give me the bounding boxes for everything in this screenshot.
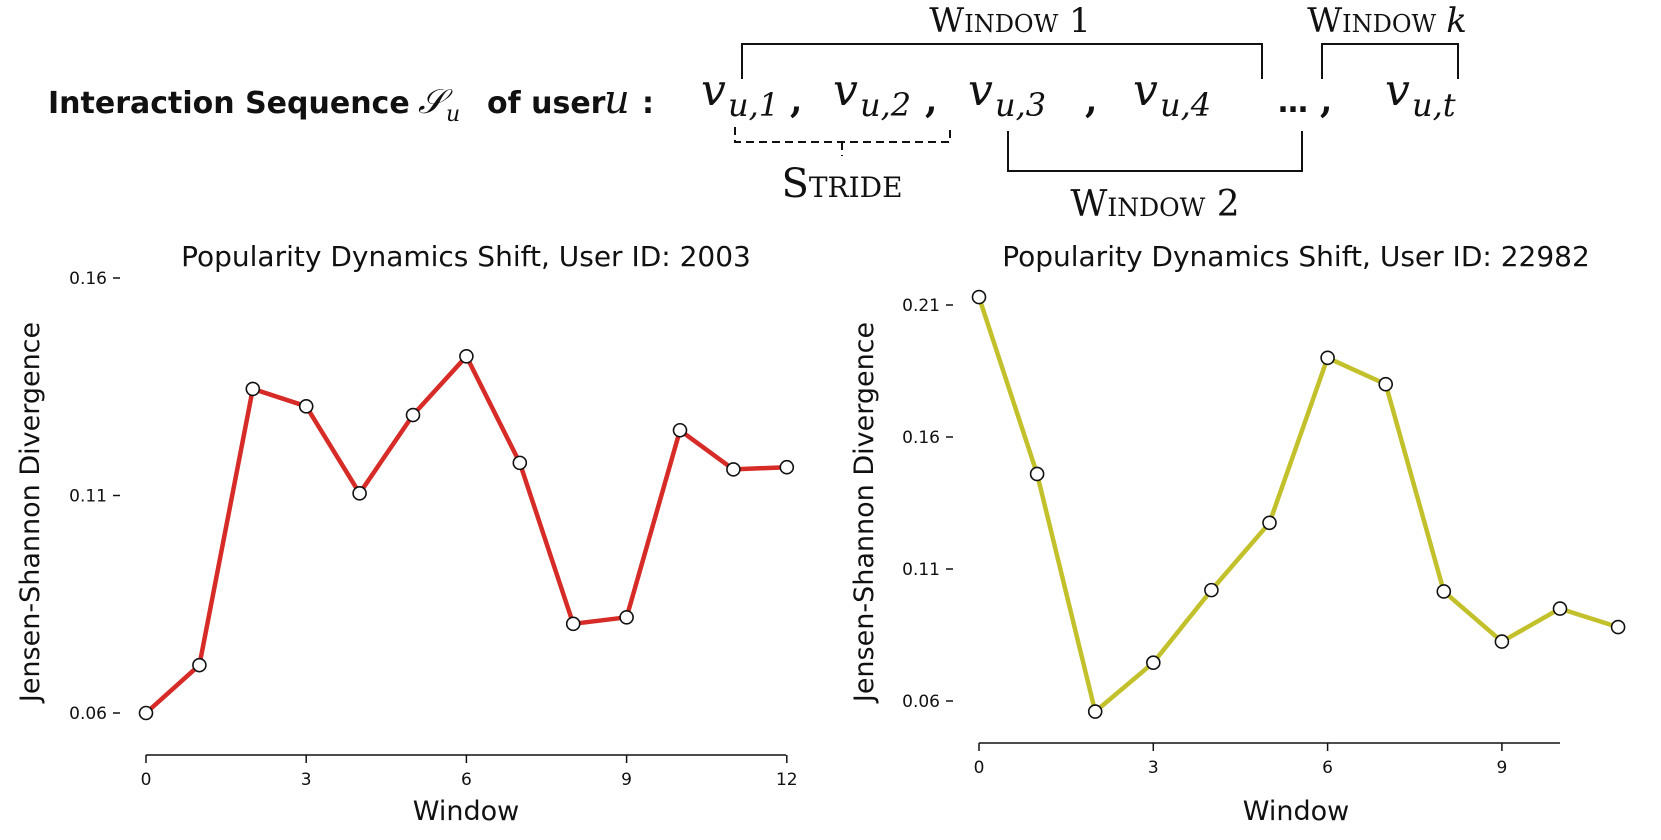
window-1-bracket: [741, 43, 1263, 79]
chart-user-2003: Popularity Dynamics Shift, User ID: 2003…: [15, 240, 798, 827]
item-subscript: u,t: [1412, 86, 1456, 124]
x-tick-label: 9: [621, 770, 632, 790]
sequence-label: Interaction Sequence: [48, 86, 410, 121]
window-1-label: Window 1: [929, 1, 1090, 41]
sequence-item-3: v u,3 ,: [968, 65, 1098, 124]
chart-user-22982: Popularity Dynamics Shift, User ID: 2298…: [849, 240, 1626, 827]
item-variable: v: [833, 65, 858, 116]
window-k-label: Window k: [1307, 1, 1467, 41]
data-marks: [138, 348, 795, 721]
x-axis-label: Window: [1243, 796, 1349, 827]
data-point: [405, 407, 421, 423]
item-variable: v: [701, 65, 726, 116]
data-point: [1610, 619, 1626, 635]
x-tick-label: 3: [301, 770, 312, 790]
data-point: [1494, 634, 1510, 649]
of-user-label: of user: [487, 86, 606, 121]
window-2-label: Window 2: [1070, 184, 1239, 225]
y-tick-label: 0.16: [69, 269, 107, 289]
item-comma: ,: [925, 79, 938, 121]
data-point: [245, 381, 261, 397]
series-line: [976, 296, 1619, 714]
data-point: [1552, 601, 1568, 616]
data-point: [1204, 582, 1219, 598]
window-k-variable: k: [1446, 1, 1467, 41]
x-tick-label: 3: [1148, 758, 1159, 778]
series-line: [144, 354, 787, 715]
x-tick-label: 0: [974, 758, 985, 778]
item-comma: ,: [1085, 79, 1098, 121]
stride-bracket: [734, 127, 951, 156]
data-point: [1320, 350, 1335, 366]
item-variable: v: [1133, 65, 1158, 116]
data-point: [1029, 466, 1045, 482]
data-marks: [971, 289, 1626, 719]
data-point: [619, 609, 634, 625]
window-k-word: Window: [1307, 1, 1436, 41]
x-tick-label: 6: [1322, 758, 1333, 778]
sequence-item-4: v u,4: [1133, 65, 1211, 124]
data-point: [1378, 376, 1393, 392]
data-point: [1087, 704, 1103, 719]
y-tick-label: 0.11: [902, 560, 940, 580]
x-tick-label: 12: [776, 770, 798, 790]
y-tick-label: 0.06: [902, 692, 940, 712]
data-point: [192, 657, 207, 673]
y-axis-label: Jensen-Shannon Divergence: [849, 322, 880, 704]
item-subscript: u,2: [860, 86, 911, 124]
data-point: [512, 455, 528, 471]
data-point: [565, 616, 581, 632]
data-point: [1146, 655, 1161, 671]
item-variable: v: [1385, 65, 1410, 116]
data-point: [352, 486, 367, 501]
data-point: [298, 399, 314, 414]
header-colon: :: [642, 86, 654, 121]
stride-label: Stride: [781, 161, 902, 207]
data-point: [138, 705, 154, 721]
axes: 0 3 6 9 0.06 0.11 0.16 0.21: [902, 296, 1560, 778]
sequence-item-t: v u,t: [1385, 65, 1456, 124]
sequence-header: Interaction Sequence 𝒮 u of user u : v u…: [48, 1, 1467, 225]
y-tick-label: 0.11: [69, 487, 107, 507]
item-comma: ,: [790, 79, 803, 121]
window-k-bracket: [1321, 43, 1459, 79]
item-subscript: u,1: [728, 86, 779, 124]
y-axis-label: Jensen-Shannon Divergence: [15, 322, 46, 704]
x-axis-label: Window: [413, 796, 519, 827]
chart-title: Popularity Dynamics Shift, User ID: 2003: [181, 240, 751, 273]
user-symbol: u: [604, 77, 630, 123]
sequence-comma: ,: [1320, 79, 1333, 121]
data-point: [459, 348, 474, 364]
sequence-ellipsis: …: [1278, 85, 1308, 120]
axes: 0 3 6 9 12 0.06 0.11 0.16: [69, 269, 797, 790]
sequence-symbol-subscript: u: [446, 102, 460, 127]
item-variable: v: [968, 65, 993, 116]
x-tick-label: 6: [461, 770, 472, 790]
sequence-item-1: v u,1 ,: [701, 65, 803, 124]
x-tick-label: 0: [141, 770, 152, 790]
data-point: [726, 462, 741, 477]
item-subscript: u,4: [1160, 86, 1211, 124]
window-2-bracket: [1007, 131, 1303, 172]
data-point: [971, 289, 987, 305]
data-point: [672, 422, 688, 438]
y-tick-label: 0.06: [69, 704, 107, 724]
data-point: [779, 459, 795, 475]
y-tick-label: 0.16: [902, 428, 940, 448]
sequence-item-2: v u,2 ,: [833, 65, 938, 124]
data-point: [1262, 515, 1277, 531]
x-tick-label: 9: [1496, 758, 1507, 778]
y-tick-label: 0.21: [902, 296, 940, 316]
item-subscript: u,3: [995, 86, 1046, 124]
data-point: [1436, 584, 1452, 599]
chart-title: Popularity Dynamics Shift, User ID: 2298…: [1002, 240, 1590, 273]
